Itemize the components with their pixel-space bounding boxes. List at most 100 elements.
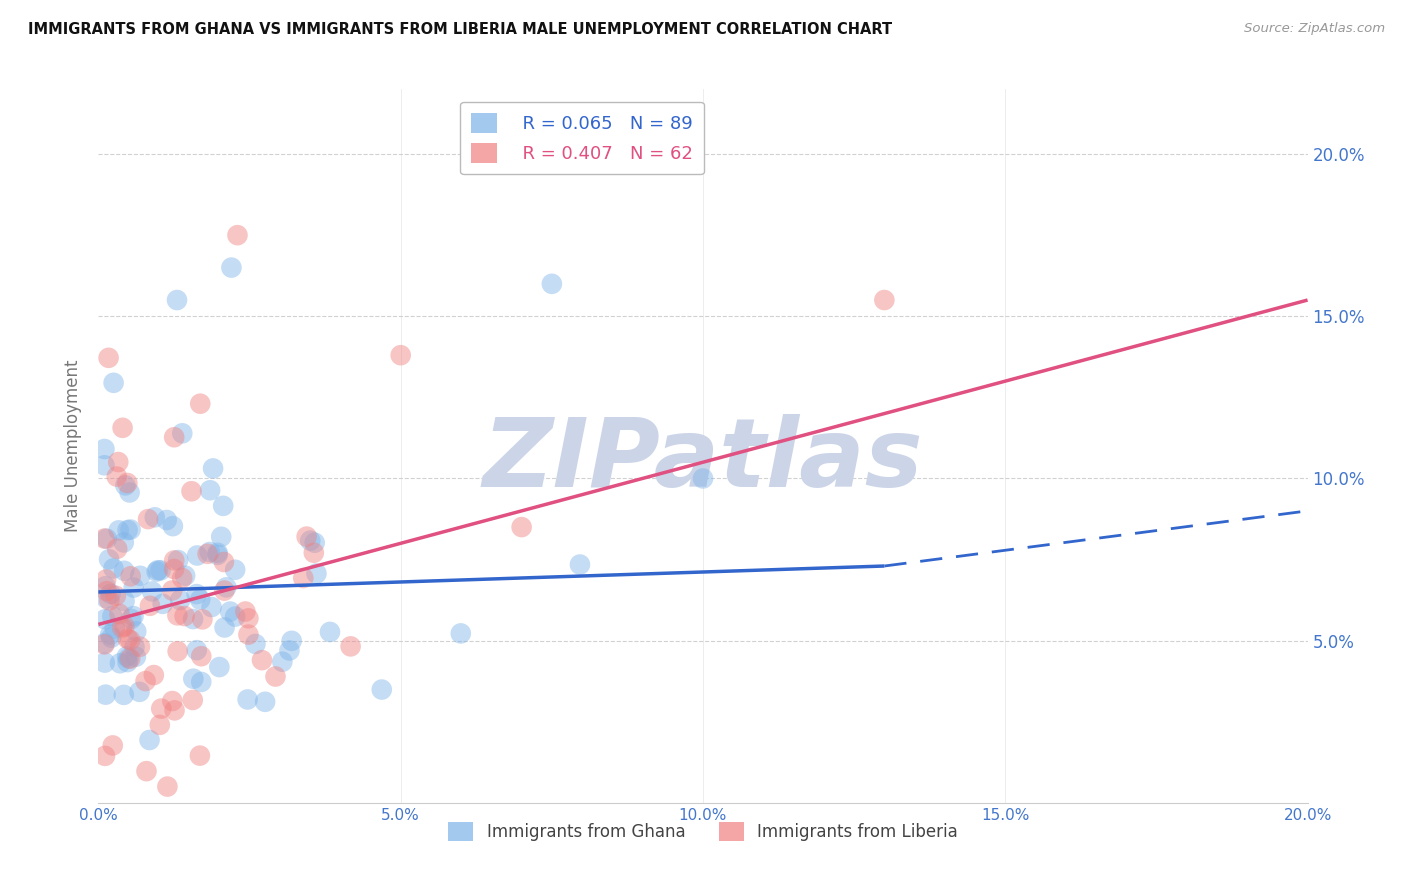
Point xyxy=(112,535,135,549)
Point xyxy=(271,655,294,669)
Point xyxy=(172,571,194,585)
Y-axis label: Male Unemployment: Male Unemployment xyxy=(65,359,83,533)
Point xyxy=(120,523,142,537)
Point xyxy=(181,612,204,626)
Point xyxy=(149,718,172,732)
Point xyxy=(163,562,186,576)
Point xyxy=(96,532,118,546)
Point xyxy=(98,552,121,566)
Point xyxy=(122,609,145,624)
Point xyxy=(105,541,128,556)
Legend: Immigrants from Ghana, Immigrants from Liberia: Immigrants from Ghana, Immigrants from L… xyxy=(441,815,965,848)
Point xyxy=(145,565,167,579)
Point xyxy=(112,688,135,702)
Point xyxy=(166,293,188,307)
Point xyxy=(117,632,139,646)
Point xyxy=(114,594,136,608)
Point xyxy=(180,484,202,499)
Point xyxy=(209,530,232,544)
Point xyxy=(120,612,142,626)
Point xyxy=(125,649,148,664)
Point xyxy=(108,607,131,621)
Point xyxy=(235,605,257,619)
Point xyxy=(208,660,231,674)
Point xyxy=(101,739,124,753)
Point xyxy=(191,612,214,626)
Point xyxy=(162,519,184,533)
Point xyxy=(173,609,195,624)
Point xyxy=(117,475,139,490)
Point xyxy=(214,620,236,634)
Point xyxy=(200,600,222,615)
Point xyxy=(280,633,302,648)
Point xyxy=(540,277,562,291)
Point xyxy=(510,520,533,534)
Point xyxy=(156,513,179,527)
Point xyxy=(115,649,138,664)
Point xyxy=(94,656,117,670)
Point xyxy=(166,608,188,623)
Point xyxy=(295,530,318,544)
Point xyxy=(100,587,122,601)
Point xyxy=(94,748,117,763)
Point xyxy=(238,627,260,641)
Point xyxy=(236,692,259,706)
Point xyxy=(212,555,235,569)
Point xyxy=(215,580,238,594)
Point xyxy=(96,591,118,606)
Point xyxy=(278,643,301,657)
Point xyxy=(197,547,219,561)
Point xyxy=(202,461,225,475)
Text: ZIPatlas: ZIPatlas xyxy=(482,414,924,507)
Point xyxy=(186,549,208,563)
Point xyxy=(304,535,326,549)
Point xyxy=(371,682,394,697)
Point xyxy=(97,351,120,365)
Point xyxy=(103,561,125,575)
Point xyxy=(389,348,412,362)
Point xyxy=(117,523,139,537)
Point xyxy=(186,643,208,657)
Point xyxy=(101,609,124,624)
Point xyxy=(226,228,249,243)
Point xyxy=(292,571,315,585)
Point xyxy=(162,694,184,708)
Point xyxy=(100,631,122,645)
Point xyxy=(198,545,221,559)
Point xyxy=(93,458,115,473)
Point xyxy=(142,668,165,682)
Point xyxy=(169,593,191,607)
Point xyxy=(93,637,115,651)
Point xyxy=(122,581,145,595)
Point xyxy=(143,510,166,524)
Point xyxy=(104,622,127,636)
Point xyxy=(112,564,135,578)
Point xyxy=(94,573,117,587)
Point xyxy=(104,589,127,603)
Point xyxy=(139,599,162,613)
Point xyxy=(873,293,896,307)
Point xyxy=(129,640,152,654)
Point xyxy=(107,524,129,538)
Point xyxy=(105,469,128,483)
Point xyxy=(238,611,260,625)
Point xyxy=(299,533,322,548)
Point xyxy=(107,455,129,469)
Point xyxy=(117,655,139,669)
Point xyxy=(111,620,134,634)
Point xyxy=(93,532,115,546)
Point xyxy=(174,568,197,582)
Point xyxy=(93,636,115,650)
Point xyxy=(135,674,157,689)
Point xyxy=(98,628,121,642)
Text: IMMIGRANTS FROM GHANA VS IMMIGRANTS FROM LIBERIA MALE UNEMPLOYMENT CORRELATION C: IMMIGRANTS FROM GHANA VS IMMIGRANTS FROM… xyxy=(28,22,893,37)
Point xyxy=(245,637,267,651)
Point xyxy=(108,657,131,671)
Point xyxy=(181,693,204,707)
Point xyxy=(103,376,125,390)
Point xyxy=(163,703,186,717)
Point xyxy=(190,674,212,689)
Point xyxy=(224,563,246,577)
Point xyxy=(94,688,117,702)
Point xyxy=(93,442,115,456)
